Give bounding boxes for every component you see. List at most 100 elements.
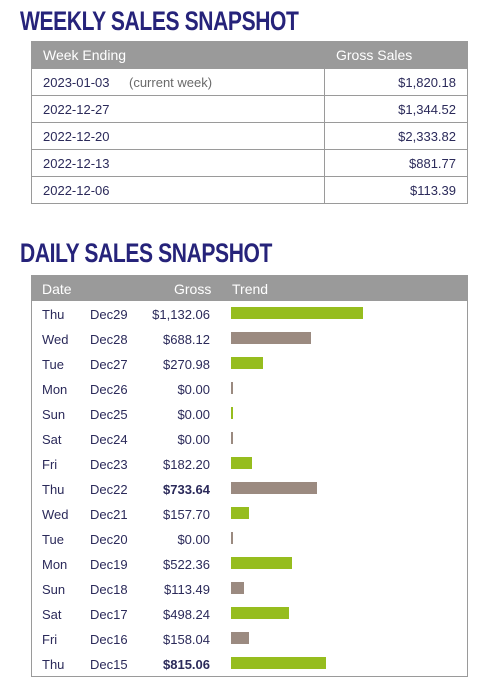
table-row: 2023-01-03 (current week) $1,820.18 (32, 68, 467, 95)
date-cell: Dec27 (90, 357, 128, 372)
trend-bar (231, 557, 292, 569)
daily-table-header: Date Gross Trend (32, 276, 467, 301)
gross-cell: $733.64 (163, 482, 210, 497)
table-row: Wed Dec21 $157.70 (32, 501, 467, 526)
daily-sales-table: Date Gross Trend Thu Dec29 $1,132.06 Wed Dec… (31, 275, 468, 677)
header-week-ending: Week Ending (43, 47, 127, 63)
date-cell: Dec23 (90, 457, 128, 472)
trend-bar (231, 357, 263, 369)
header-date: Date (42, 281, 72, 297)
table-row: Thu Dec22 $733.64 (32, 476, 467, 501)
table-row: Sun Dec25 $0.00 (32, 401, 467, 426)
day-cell: Wed (42, 507, 69, 522)
day-cell: Tue (42, 532, 64, 547)
column-divider (324, 150, 325, 176)
table-row: Fri Dec23 $182.20 (32, 451, 467, 476)
date-cell: Dec18 (90, 582, 128, 597)
day-cell: Sat (42, 432, 62, 447)
date-cell: Dec17 (90, 607, 128, 622)
gross-sales-cell: $1,344.52 (398, 102, 456, 117)
gross-cell: $815.06 (163, 657, 210, 672)
gross-cell: $688.12 (163, 332, 210, 347)
date-cell: Dec26 (90, 382, 128, 397)
header-gross: Gross (174, 281, 212, 297)
table-row: Tue Dec20 $0.00 (32, 526, 467, 551)
trend-bar (231, 307, 363, 319)
table-row: Wed Dec28 $688.12 (32, 326, 467, 351)
header-gross-sales: Gross Sales (336, 47, 413, 63)
date-cell: Dec16 (90, 632, 128, 647)
week-ending-cell: 2023-01-03 (43, 75, 110, 90)
week-note: (current week) (129, 75, 213, 90)
gross-cell: $157.70 (163, 507, 210, 522)
table-row: 2022-12-27 $1,344.52 (32, 95, 467, 122)
gross-cell: $0.00 (177, 407, 210, 422)
column-divider (324, 123, 325, 149)
day-cell: Thu (42, 307, 65, 322)
column-divider (324, 177, 325, 203)
table-row: Thu Dec15 $815.06 (32, 651, 467, 676)
trend-bar (231, 582, 244, 594)
gross-cell: $182.20 (163, 457, 210, 472)
trend-bar (231, 482, 317, 494)
date-cell: Dec22 (90, 482, 128, 497)
date-cell: Dec15 (90, 657, 128, 672)
daily-sales-title: DAILY SALES SNAPSHOT (20, 238, 273, 268)
column-divider (324, 69, 325, 95)
day-cell: Fri (42, 457, 58, 472)
gross-cell: $0.00 (177, 432, 210, 447)
day-cell: Sat (42, 607, 62, 622)
trend-bar (231, 457, 252, 469)
day-cell: Mon (42, 382, 68, 397)
gross-cell: $270.98 (163, 357, 210, 372)
date-cell: Dec29 (90, 307, 128, 322)
trend-bar (231, 532, 233, 544)
day-cell: Thu (42, 482, 65, 497)
date-cell: Dec24 (90, 432, 128, 447)
table-row: Sun Dec18 $113.49 (32, 576, 467, 601)
day-cell: Sun (42, 407, 66, 422)
day-cell: Tue (42, 357, 64, 372)
table-row: Thu Dec29 $1,132.06 (32, 301, 467, 326)
gross-sales-cell: $113.39 (409, 183, 456, 198)
gross-cell: $522.36 (163, 557, 210, 572)
week-ending-cell: 2022-12-06 (43, 183, 110, 198)
header-trend: Trend (232, 281, 269, 297)
week-ending-cell: 2022-12-13 (43, 156, 110, 171)
table-row: 2022-12-13 $881.77 (32, 149, 467, 176)
table-row: Tue Dec27 $270.98 (32, 351, 467, 376)
date-cell: Dec21 (90, 507, 128, 522)
gross-sales-cell: $1,820.18 (398, 75, 456, 90)
trend-bar (231, 657, 326, 669)
day-cell: Sun (42, 582, 66, 597)
weekly-table-header: Week Ending Gross Sales (32, 41, 467, 68)
weekly-sales-title: WEEKLY SALES SNAPSHOT (20, 6, 299, 36)
trend-bar (231, 507, 249, 519)
date-cell: Dec25 (90, 407, 128, 422)
gross-sales-cell: $881.77 (409, 156, 456, 171)
week-ending-cell: 2022-12-27 (43, 102, 110, 117)
gross-cell: $1,132.06 (152, 307, 210, 322)
gross-cell: $158.04 (163, 632, 210, 647)
table-row: Sat Dec24 $0.00 (32, 426, 467, 451)
gross-cell: $0.00 (177, 382, 210, 397)
date-cell: Dec20 (90, 532, 128, 547)
gross-sales-cell: $2,333.82 (398, 129, 456, 144)
week-ending-cell: 2022-12-20 (43, 129, 110, 144)
weekly-sales-table: Week Ending Gross Sales 2023-01-03 (curre… (31, 41, 468, 204)
gross-cell: $0.00 (177, 532, 210, 547)
table-row: 2022-12-06 $113.39 (32, 176, 467, 203)
date-cell: Dec19 (90, 557, 128, 572)
table-row: 2022-12-20 $2,333.82 (32, 122, 467, 149)
table-row: Fri Dec16 $158.04 (32, 626, 467, 651)
day-cell: Thu (42, 657, 65, 672)
gross-cell: $498.24 (163, 607, 210, 622)
trend-bar (231, 632, 249, 644)
day-cell: Wed (42, 332, 69, 347)
date-cell: Dec28 (90, 332, 128, 347)
table-row: Mon Dec26 $0.00 (32, 376, 467, 401)
trend-bar (231, 607, 289, 619)
day-cell: Mon (42, 557, 68, 572)
trend-bar (231, 407, 233, 419)
trend-bar (231, 382, 233, 394)
